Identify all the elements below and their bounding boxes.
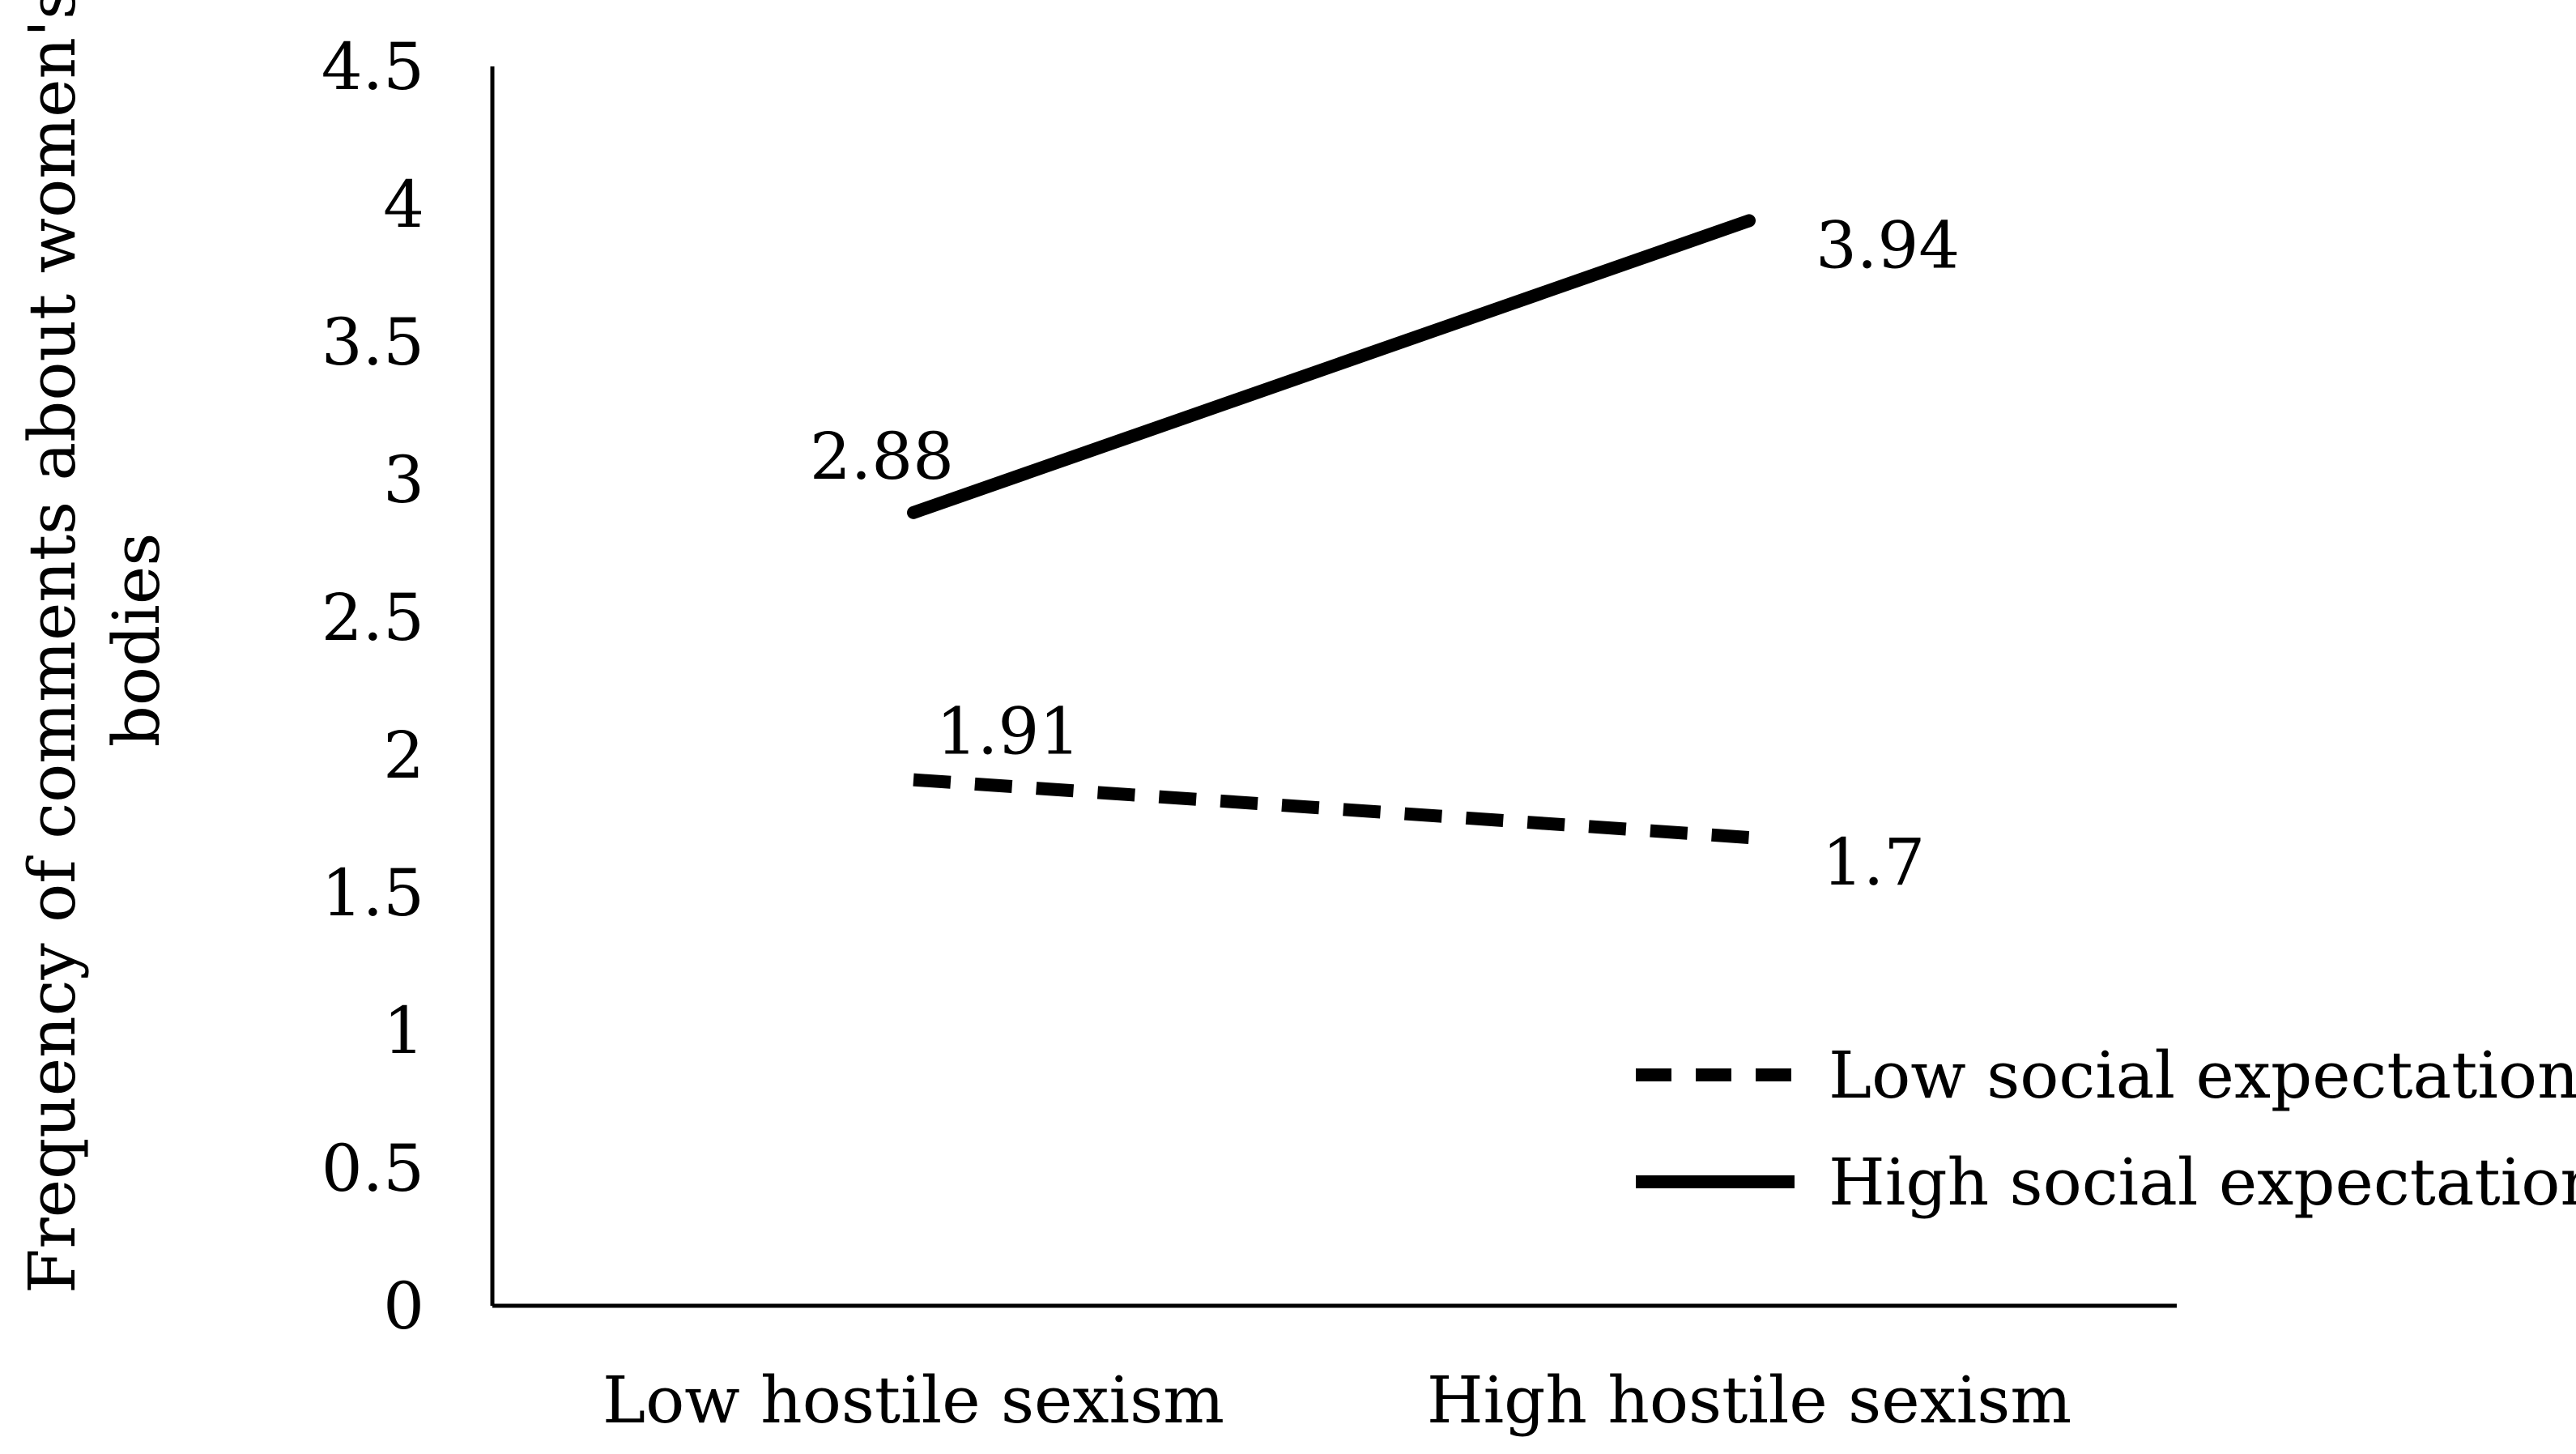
y-tick-label: 2.5 (321, 580, 424, 655)
y-tick-label: 3 (383, 442, 424, 518)
y-tick-label: 1.5 (321, 855, 424, 931)
axes (490, 66, 2177, 1308)
y-tick-label: 2 (383, 718, 424, 793)
data-label: 1.7 (1822, 825, 1925, 900)
series-line-high-social-expectations (907, 214, 1756, 519)
y-tick-label: 3.5 (321, 305, 424, 380)
y-axis-label: Frequency of comments about women's bodie… (15, 0, 174, 1294)
data-label: 2.88 (810, 419, 954, 494)
y-tick-label: 4.5 (321, 29, 424, 104)
y-tick-label: 1 (383, 993, 424, 1068)
legend: Low social expectations High social expec… (1636, 1038, 2576, 1220)
data-labels: 1.91 1.7 2.88 3.94 (810, 207, 1960, 900)
data-label: 3.94 (1816, 207, 1960, 283)
x-tick-label: Low hostile sexism (602, 1362, 1224, 1438)
legend-label: High social expectations (1829, 1145, 2576, 1220)
data-label: 1.91 (936, 694, 1080, 770)
y-tick-label: 4 (383, 167, 424, 242)
series-line-low-social-expectations (913, 773, 1750, 844)
series-lines (907, 214, 1756, 844)
y-axis-label-line: Frequency of comments about women's (15, 0, 90, 1294)
y-tick-label: 0 (383, 1269, 424, 1344)
y-tick-labels: 0 0.5 1 1.5 2 2.5 3 3.5 4 4.5 (321, 29, 424, 1344)
x-tick-label: High hostile sexism (1427, 1362, 2071, 1438)
x-tick-labels: Low hostile sexism High hostile sexism (602, 1362, 2071, 1438)
y-axis-label-line: bodies (99, 533, 174, 748)
y-tick-label: 0.5 (321, 1131, 424, 1206)
legend-label: Low social expectations (1829, 1038, 2576, 1113)
